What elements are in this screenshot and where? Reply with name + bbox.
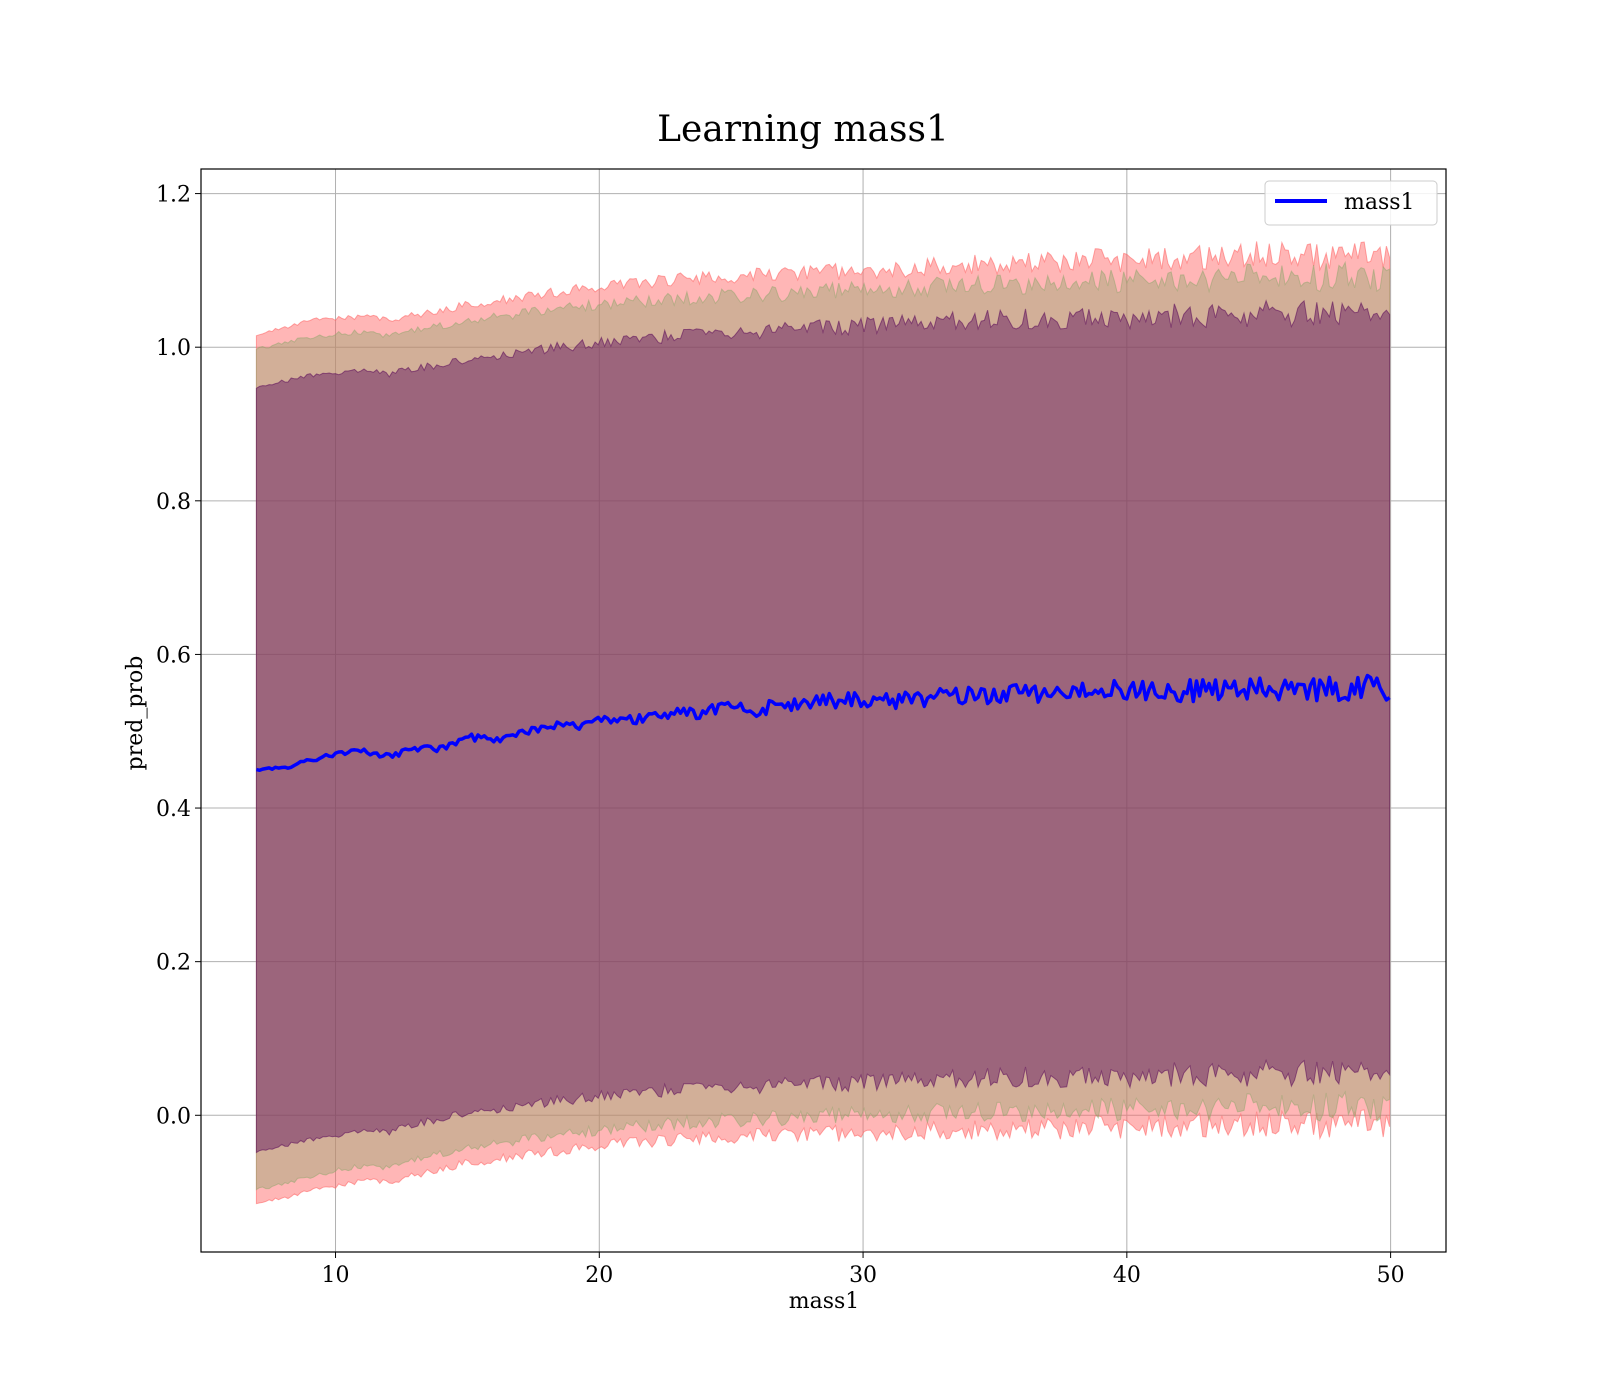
x-tick-label: 30	[849, 1263, 877, 1288]
confidence-band	[255, 260, 1391, 1191]
y-tick-label: 1.0	[156, 336, 191, 361]
grid	[201, 169, 1446, 1252]
x-tick-label: 20	[585, 1263, 613, 1288]
plot-frame	[200, 168, 1447, 1253]
y-tick-label: 1.2	[156, 183, 191, 208]
y-tick-label: 0.0	[156, 1104, 191, 1129]
legend-label: mass1	[1344, 190, 1415, 215]
y-tick-label: 0.4	[156, 797, 191, 822]
y-tick-label: 0.8	[156, 490, 191, 515]
legend: mass1	[1264, 180, 1438, 226]
chart-title: Learning mass1	[657, 109, 949, 150]
confidence-band	[255, 240, 1391, 1205]
x-tick-label: 40	[1113, 1263, 1141, 1288]
y-axis-label: pred_prob	[123, 656, 148, 771]
confidence-band	[255, 299, 1391, 1154]
x-tick-label: 50	[1377, 1263, 1405, 1288]
series-line	[256, 673, 1391, 773]
series-lines	[256, 673, 1391, 773]
axis-ticks: 10 20 30 40 50 0.0 0.2 0.4 0.6 0.8 1.0 1.2	[156, 183, 1405, 1288]
y-tick-label: 0.6	[156, 643, 191, 668]
y-tick-label: 0.2	[156, 951, 191, 976]
x-axis-label: mass1	[789, 1289, 860, 1314]
confidence-bands	[255, 240, 1391, 1205]
x-tick-label: 10	[322, 1263, 350, 1288]
legend-box	[1264, 180, 1438, 226]
